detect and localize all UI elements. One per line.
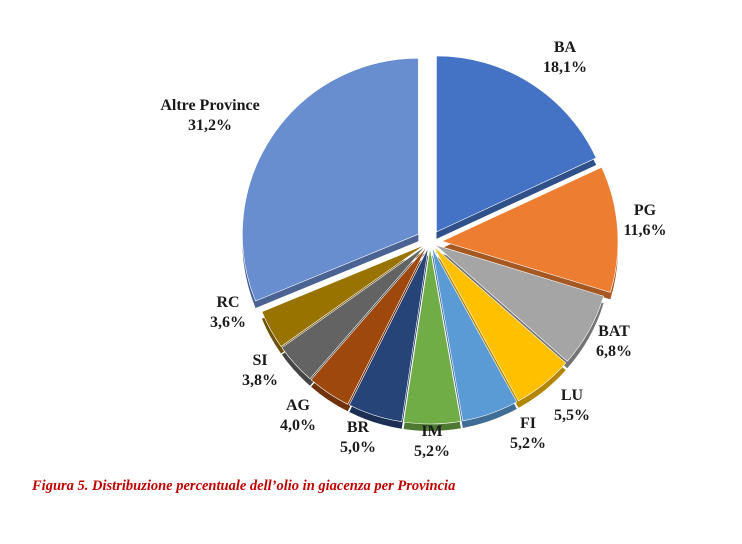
label-value-im: 5,2% xyxy=(414,443,450,460)
label-value-rc: 3,6% xyxy=(210,314,246,331)
label-category-lu: LU xyxy=(561,387,584,404)
label-category-ag: AG xyxy=(286,397,311,414)
label-category-br: BR xyxy=(347,419,370,436)
label-value-pg: 11,6% xyxy=(623,222,666,239)
label-value-fi: 5,2% xyxy=(510,435,546,452)
label-category-ba: BA xyxy=(554,39,577,56)
label-value-lu: 5,5% xyxy=(554,407,590,424)
label-category-altre-province: Altre Province xyxy=(160,97,259,114)
slice-im xyxy=(403,247,462,425)
slice-br xyxy=(348,247,429,423)
slice-lu xyxy=(433,246,567,402)
label-category-pg: PG xyxy=(634,202,657,219)
pie-labels: BA 18,1% PG 11,6% BAT 6,8% LU 5,5% FI 5,2% IM 5,2% B… xyxy=(160,39,666,460)
slice-ba xyxy=(436,55,597,233)
label-value-br: 5,0% xyxy=(340,439,376,456)
slice-pg xyxy=(441,166,619,293)
label-category-fi: FI xyxy=(520,415,536,432)
label-category-im: IM xyxy=(421,423,442,440)
slice-ag xyxy=(310,246,427,405)
label-value-si: 3,8% xyxy=(242,372,278,389)
slice-fi xyxy=(431,247,518,422)
slice-rc xyxy=(261,244,425,347)
label-value-bat: 6,8% xyxy=(596,343,632,360)
label-value-ag: 4,0% xyxy=(280,417,316,434)
slice-bat xyxy=(435,244,604,362)
label-category-bat: BAT xyxy=(598,323,630,340)
label-category-rc: RC xyxy=(216,294,239,311)
label-value-altre-province: 31,2% xyxy=(188,117,232,134)
slice-altre-province xyxy=(242,57,419,302)
label-category-si: SI xyxy=(252,352,267,369)
label-value-ba: 18,1% xyxy=(543,59,587,76)
slice-si xyxy=(281,245,426,380)
pie-slices xyxy=(242,55,619,431)
figure-caption: Figura 5. Distribuzione percentuale dell… xyxy=(32,478,456,494)
